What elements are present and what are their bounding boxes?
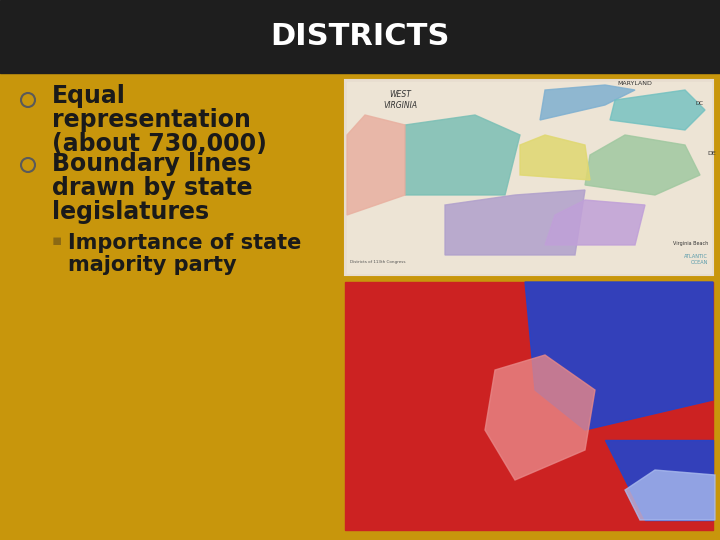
Bar [345,282,713,530]
Polygon shape [347,115,405,215]
Bar [0,0,720,73]
Text: DISTRICTS: DISTRICTS [270,22,450,51]
Text: MARYLAND: MARYLAND [618,81,652,86]
Text: Boundary lines: Boundary lines [52,152,251,176]
Text: Districts of 113th Congress: Districts of 113th Congress [350,260,405,264]
Text: representation: representation [52,108,251,132]
Text: DE: DE [707,151,716,156]
Text: WEST
VIRGINIA: WEST VIRGINIA [383,90,417,110]
Polygon shape [525,282,713,430]
Polygon shape [445,190,585,255]
Polygon shape [585,135,700,195]
Polygon shape [625,470,715,520]
Polygon shape [610,90,705,130]
Bar [345,80,713,275]
Bar [0,73,720,540]
Text: drawn by state: drawn by state [52,176,253,200]
Bar [347,82,711,273]
Polygon shape [540,85,635,120]
Text: DC: DC [695,101,703,106]
Text: majority party: majority party [68,255,237,275]
Text: Equal: Equal [52,84,126,108]
Text: ▪: ▪ [52,233,63,248]
Text: ATLANTIC
OCEAN: ATLANTIC OCEAN [684,254,708,265]
Text: (about 730,000): (about 730,000) [52,132,267,156]
Polygon shape [605,440,713,520]
Polygon shape [485,355,595,480]
Text: Virginia Beach: Virginia Beach [672,241,708,246]
Polygon shape [405,115,520,195]
Text: Importance of state: Importance of state [68,233,302,253]
Polygon shape [545,200,645,245]
Polygon shape [520,135,590,180]
Text: legislatures: legislatures [52,200,209,224]
